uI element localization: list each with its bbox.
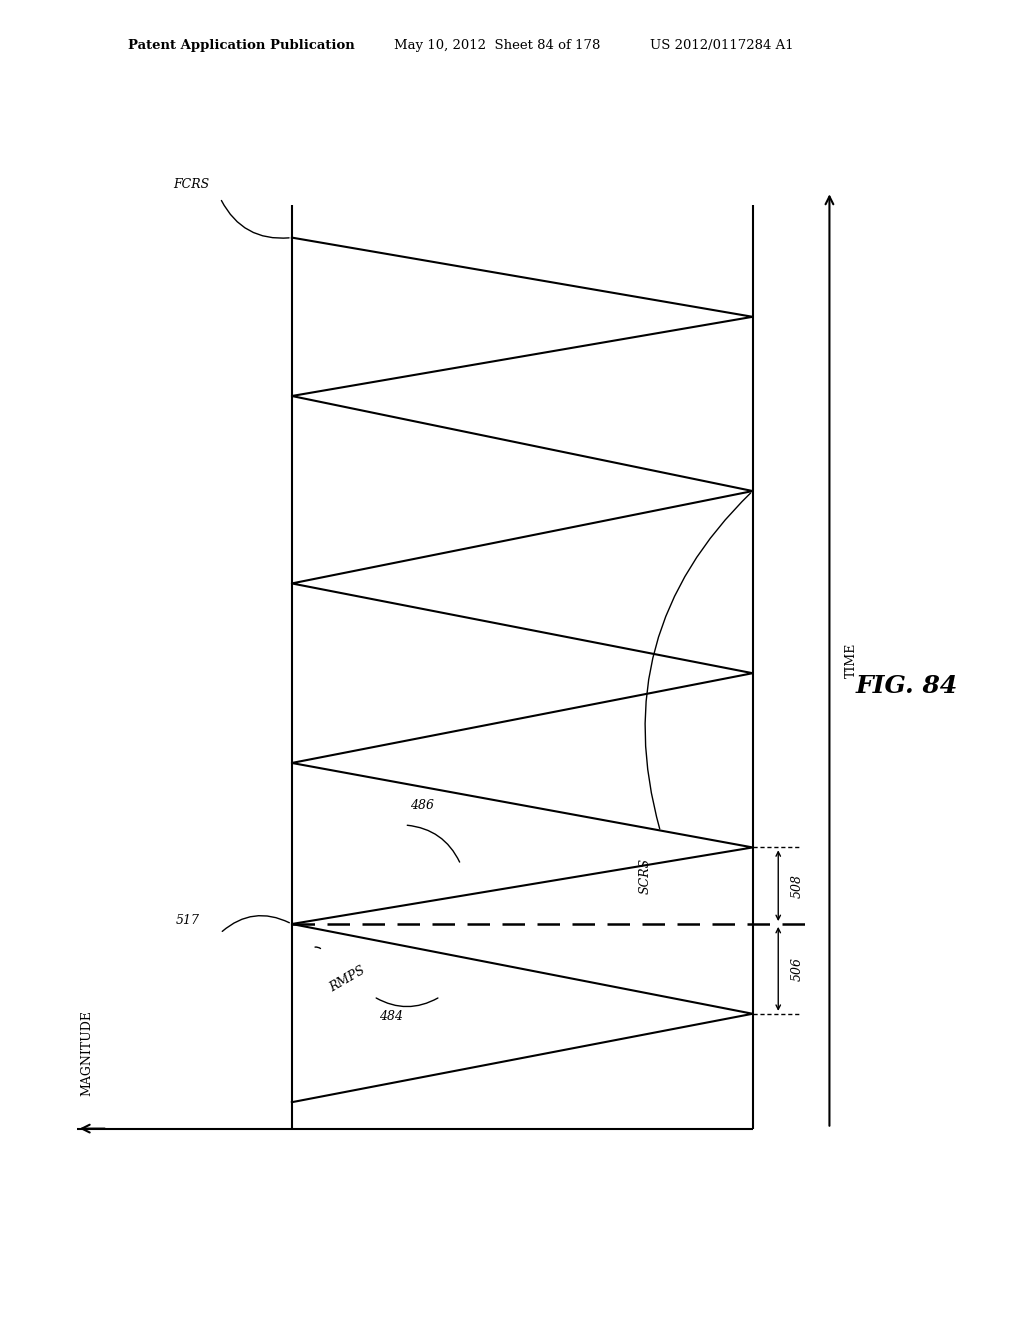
Text: 486: 486 bbox=[410, 799, 433, 812]
Text: MAGNITUDE: MAGNITUDE bbox=[81, 1010, 93, 1096]
Text: 506: 506 bbox=[791, 957, 804, 981]
Text: US 2012/0117284 A1: US 2012/0117284 A1 bbox=[650, 38, 794, 51]
Text: 508: 508 bbox=[791, 874, 804, 898]
Text: 517: 517 bbox=[176, 913, 200, 927]
Text: May 10, 2012  Sheet 84 of 178: May 10, 2012 Sheet 84 of 178 bbox=[394, 38, 601, 51]
Text: Patent Application Publication: Patent Application Publication bbox=[128, 38, 354, 51]
Text: FIG. 84: FIG. 84 bbox=[855, 675, 957, 698]
Text: SCRS: SCRS bbox=[639, 858, 651, 894]
Text: RMPS: RMPS bbox=[328, 964, 368, 994]
Text: 484: 484 bbox=[379, 1010, 402, 1023]
Text: TIME: TIME bbox=[845, 643, 858, 677]
Text: FCRS: FCRS bbox=[174, 178, 210, 191]
